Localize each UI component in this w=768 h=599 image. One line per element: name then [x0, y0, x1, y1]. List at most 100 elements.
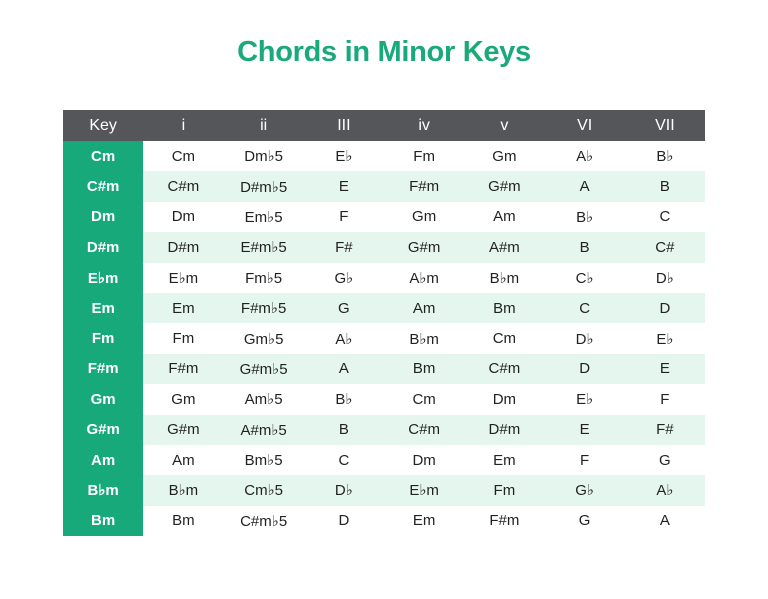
- chord-cell: Em: [143, 292, 224, 324]
- chord-cell: D#m: [143, 232, 224, 263]
- chord-cell: F#m: [489, 512, 520, 530]
- chord-cell: A#m♭5: [223, 414, 304, 445]
- chord-cell: Bm: [172, 512, 195, 530]
- column-header: VI: [544, 110, 625, 141]
- chord-cell: D#m: [464, 414, 545, 445]
- chord-cell: C: [338, 451, 350, 469]
- chord-cell: G#m: [143, 414, 224, 445]
- table-row: F#m F#m G#m♭5 A Bm C#m D E: [63, 353, 705, 385]
- chord-cell: Bm: [384, 353, 465, 385]
- chord-cell: C: [659, 208, 671, 226]
- chord-cell: Cm: [492, 330, 517, 348]
- chord-cell: Fm: [172, 330, 195, 348]
- table-header-row: Key i ii III iv v VI VII: [63, 110, 705, 141]
- chord-cell: F: [660, 390, 670, 408]
- chord-cell: B♭m: [489, 269, 520, 287]
- chord-cell: B: [624, 171, 705, 202]
- chord-cell: F#: [624, 414, 705, 445]
- chord-cell: D: [544, 353, 625, 385]
- chord-cell: D♭: [655, 269, 674, 287]
- chord-cell: G#m: [384, 232, 465, 263]
- chord-cell: Gm: [492, 147, 517, 165]
- chord-cell: Gm: [412, 208, 437, 226]
- chord-cell: Em♭5: [244, 208, 283, 226]
- chord-cell: F#m: [143, 353, 224, 385]
- chord-cell: B♭: [335, 391, 353, 409]
- table-row: Gm Gm Am♭5 B♭ Cm Dm E♭ F: [63, 384, 705, 415]
- chord-cell: B♭m: [409, 330, 439, 348]
- chord-cell: B♭m: [143, 475, 224, 506]
- chord-cell: E: [303, 171, 384, 202]
- table-row: E♭m E♭m Fm♭5 G♭ A♭m B♭m C♭ D♭: [63, 262, 705, 293]
- chord-cell: C#m: [384, 414, 465, 445]
- chord-cell: Gm♭5: [243, 330, 284, 348]
- chord-cell: E♭m: [168, 269, 199, 287]
- key-cell: G#m: [63, 414, 144, 445]
- key-cell: Dm: [63, 201, 144, 233]
- chord-cell: C♭: [575, 269, 594, 287]
- chord-cell: Fm: [413, 147, 435, 165]
- chord-cell: Cm: [412, 390, 436, 408]
- chord-cell: C#m: [464, 353, 545, 385]
- chord-cell: E♭: [656, 330, 674, 348]
- key-cell: Cm: [63, 141, 144, 172]
- chord-cell: E♭m: [384, 475, 465, 506]
- chord-cell: B: [544, 232, 625, 263]
- chord-cell: Fm: [464, 475, 545, 506]
- table-row: Fm Fm Gm♭5 A♭ B♭m Cm D♭ E♭: [63, 323, 705, 354]
- chord-cell: A: [303, 353, 384, 385]
- chord-cell: E: [624, 353, 705, 385]
- chord-cell: E♭: [335, 148, 353, 166]
- key-cell: E♭m: [63, 262, 144, 293]
- chord-cell: F: [339, 208, 349, 226]
- chord-cell: A#m: [464, 232, 545, 263]
- column-header: i: [143, 110, 224, 141]
- table-row: B♭m B♭m Cm♭5 D♭ E♭m Fm G♭ A♭: [63, 475, 705, 506]
- chord-cell: A: [659, 512, 670, 530]
- key-cell: Am: [63, 444, 144, 476]
- chord-cell: C: [544, 292, 625, 324]
- key-cell: Gm: [63, 384, 144, 415]
- key-cell: Bm: [63, 505, 144, 537]
- key-cell: D#m: [63, 232, 144, 263]
- key-cell: F#m: [63, 353, 144, 385]
- chord-cell: Gm: [171, 390, 196, 408]
- chord-cell: A♭: [576, 148, 594, 166]
- chord-cell: Dm: [492, 390, 517, 408]
- chord-cell: Cm♭5: [223, 475, 304, 506]
- table-row: G#m G#m A#m♭5 B C#m D#m E F#: [63, 414, 705, 445]
- chord-cell: Fm♭5: [245, 269, 283, 287]
- column-header: VII: [624, 110, 705, 141]
- chord-cell: G: [578, 512, 591, 530]
- chord-cell: Bm♭5: [244, 452, 283, 470]
- table-row: Cm Cm Dm♭5 E♭ Fm Gm A♭ B♭: [63, 141, 705, 172]
- chord-cell: Am: [384, 292, 465, 324]
- chord-cell: Am: [493, 208, 516, 226]
- chord-cell: F#m: [384, 171, 465, 202]
- minor-key-chords-table: Key i ii III iv v VI VII Cm Cm Dm♭5 E♭ Fm Gm A♭ B♭ C#m C…: [63, 110, 705, 537]
- chord-cell: D♭: [575, 330, 594, 348]
- table-row: Bm Bm C#m♭5 D Em F#m G A: [63, 505, 705, 537]
- chord-cell: F#: [303, 232, 384, 263]
- chord-cell: G♭: [544, 475, 625, 506]
- chord-cell: G#m♭5: [223, 353, 304, 385]
- column-header: III: [303, 110, 384, 141]
- chord-cell: Dm♭5: [244, 148, 283, 166]
- chord-cell: G♭: [334, 269, 354, 287]
- table-row: Em Em F#m♭5 G Am Bm C D: [63, 292, 705, 324]
- chord-cell: D: [338, 512, 350, 530]
- column-header: v: [464, 110, 545, 141]
- chord-cell: G: [303, 292, 384, 324]
- chord-cell: B♭: [576, 208, 594, 226]
- chord-cell: E: [544, 414, 625, 445]
- chord-cell: Am♭5: [244, 391, 283, 409]
- chord-cell: E♭: [576, 391, 594, 409]
- chord-cell: A♭: [335, 330, 353, 348]
- column-header: iv: [384, 110, 465, 141]
- chord-cell: Am: [172, 451, 195, 469]
- chord-cell: C#m♭5: [240, 512, 288, 530]
- chord-cell: D♭: [303, 475, 384, 506]
- table-row: Am Am Bm♭5 C Dm Em F G: [63, 444, 705, 476]
- table-row: D#m D#m E#m♭5 F# G#m A#m B C#: [63, 232, 705, 263]
- table-row: Dm Dm Em♭5 F Gm Am B♭ C: [63, 201, 705, 233]
